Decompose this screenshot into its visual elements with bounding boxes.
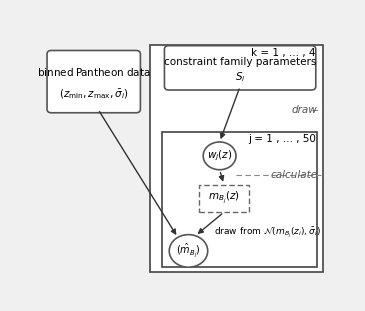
- Text: j = 1 , ... , 50: j = 1 , ... , 50: [248, 134, 316, 144]
- Text: draw: draw: [291, 105, 317, 115]
- Text: binned $\mathrm{P}_{\!\!}$antheon data: binned $\mathrm{P}_{\!\!}$antheon data: [37, 67, 151, 77]
- Text: $(z_{\mathrm{min}}, z_{\mathrm{max}}, \bar{\sigma}_i)$: $(z_{\mathrm{min}}, z_{\mathrm{max}}, \b…: [59, 87, 128, 100]
- Text: draw from $\mathcal{N}(m_{B_j}(z_i), \bar{\sigma}_i)$: draw from $\mathcal{N}(m_{B_j}(z_i), \ba…: [214, 225, 321, 240]
- FancyBboxPatch shape: [150, 44, 323, 272]
- Text: $m_{B_j}(z)$: $m_{B_j}(z)$: [208, 190, 240, 207]
- Text: constraint family parameters: constraint family parameters: [164, 57, 316, 67]
- Text: calculate: calculate: [270, 170, 317, 180]
- Text: k = 1 , ... , 4: k = 1 , ... , 4: [251, 48, 316, 58]
- FancyBboxPatch shape: [47, 50, 141, 113]
- Text: $(\hat{m}_{B_j})$: $(\hat{m}_{B_j})$: [176, 242, 201, 260]
- Circle shape: [169, 234, 208, 267]
- Circle shape: [203, 142, 236, 170]
- FancyBboxPatch shape: [199, 185, 249, 212]
- Text: $S_i$: $S_i$: [235, 70, 245, 84]
- FancyBboxPatch shape: [164, 46, 316, 90]
- Text: $w_j(z)$: $w_j(z)$: [207, 149, 232, 163]
- FancyBboxPatch shape: [162, 132, 317, 267]
